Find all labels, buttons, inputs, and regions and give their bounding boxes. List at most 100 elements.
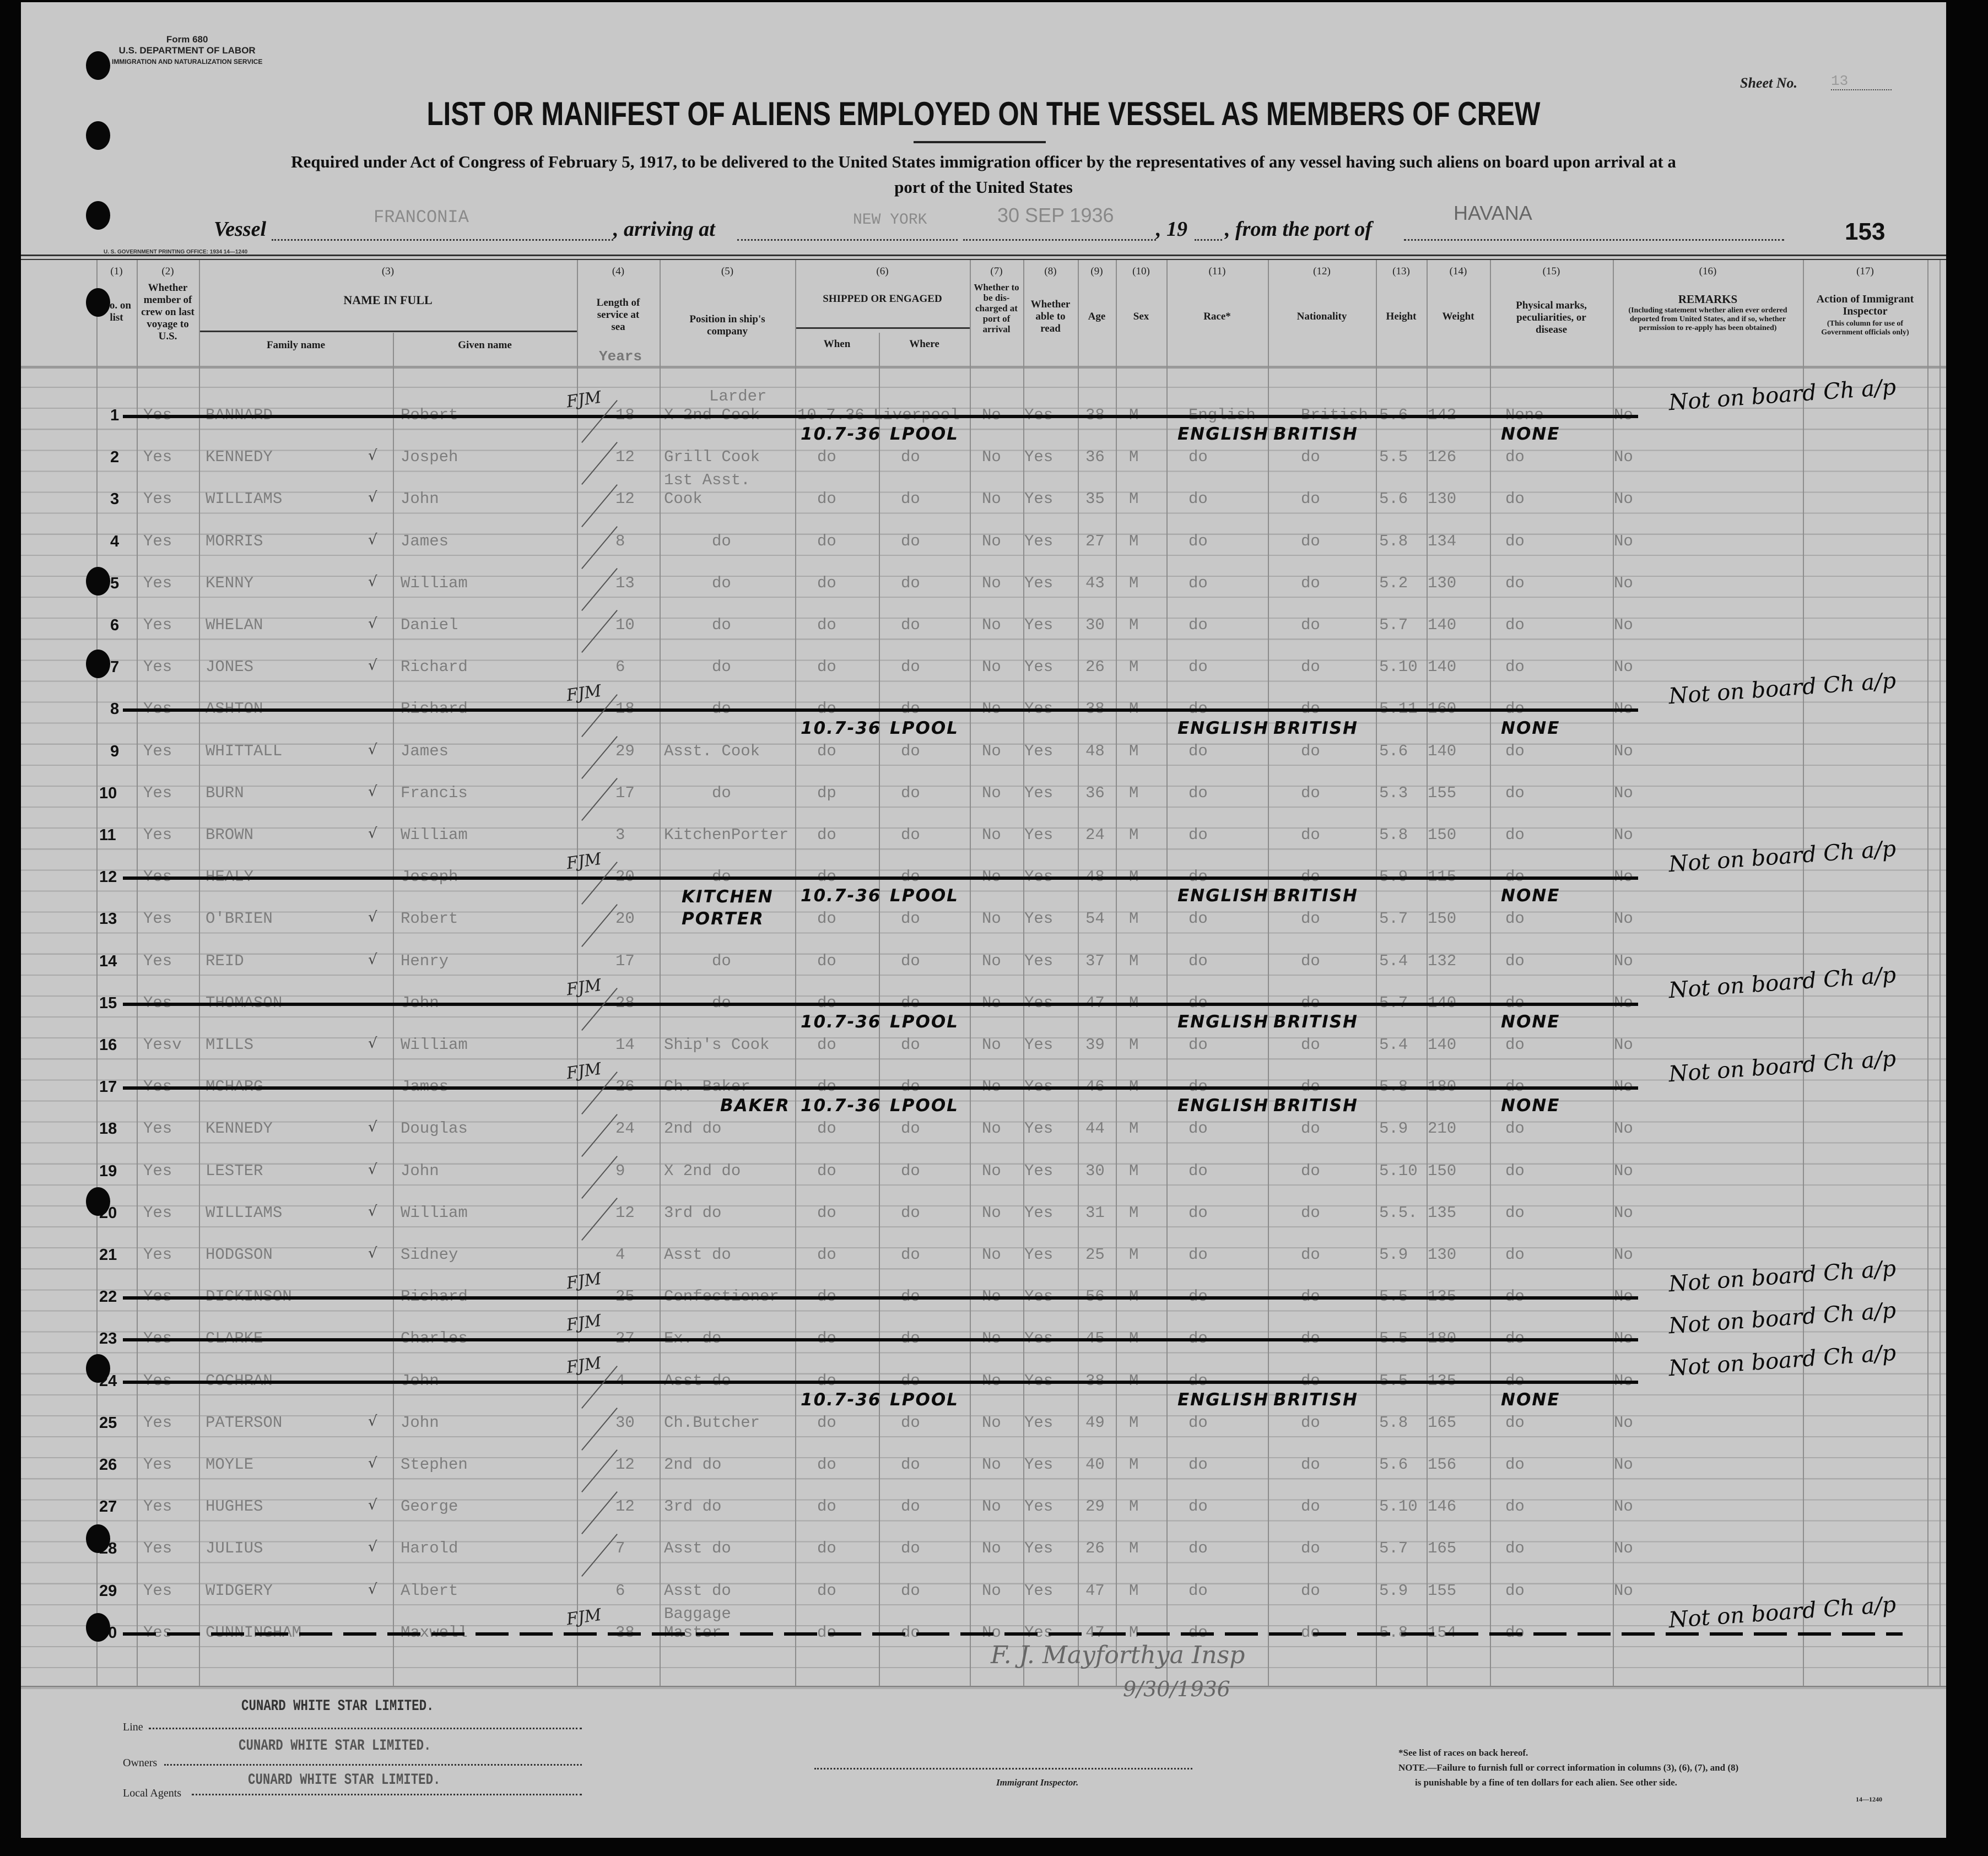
cell-sex: M: [1129, 1413, 1139, 1432]
header-race: Race*: [1203, 311, 1231, 322]
cell-family: MILLS: [206, 1036, 254, 1054]
cell-race: do: [1189, 1581, 1208, 1600]
cell-years: 9: [615, 1161, 625, 1180]
handwritten-where: LPOOL: [890, 718, 959, 738]
cell-height: 5.4: [1379, 1036, 1408, 1054]
cell-position: do: [712, 573, 731, 592]
cell-where: do: [901, 658, 920, 677]
column-number: (13): [1392, 266, 1410, 277]
cell-age: 30: [1085, 616, 1105, 634]
cell-where: do: [901, 490, 920, 508]
cell-age: 54: [1085, 910, 1105, 928]
cell-race: do: [1189, 1203, 1208, 1222]
cell-family: BURN: [206, 783, 244, 802]
check-mark: √: [368, 1497, 377, 1514]
column-rule: [1023, 260, 1024, 1687]
cell-family: MOYLE: [206, 1455, 254, 1474]
check-mark: √: [368, 573, 377, 590]
cell-weight: 165: [1428, 1539, 1457, 1558]
cell-years: 12: [615, 490, 635, 508]
service: IMMIGRATION AND NATURALIZATION SERVICE: [112, 58, 263, 66]
handwritten-where: LPOOL: [890, 424, 959, 445]
row-number: 9: [110, 742, 120, 760]
check-mark: √: [368, 1119, 377, 1136]
cell-marks: do: [1505, 1203, 1525, 1222]
cell-when: do: [817, 826, 836, 844]
cell-age: 35: [1085, 490, 1105, 508]
cell-years: 8: [615, 532, 625, 550]
cell-sex: M: [1129, 658, 1139, 677]
punch-hole: [86, 1524, 110, 1553]
column-rule: [1490, 260, 1491, 1687]
cell-weight: 140: [1428, 658, 1457, 677]
cell-given: Richard: [401, 658, 468, 677]
cell-when: do: [817, 1036, 836, 1054]
row-number: 11: [99, 826, 116, 844]
vessel-line: [272, 239, 613, 241]
header-remarks: REMARKS: [1678, 293, 1738, 306]
cell-height: 5.2: [1379, 573, 1408, 592]
cell-sex: M: [1129, 742, 1139, 760]
cell-marks: do: [1505, 448, 1525, 467]
cell-marks: do: [1505, 951, 1525, 970]
column-number: (9): [1090, 266, 1103, 277]
column-number: (6): [876, 266, 889, 277]
cell-marks: do: [1505, 573, 1525, 592]
column-rule: [1613, 260, 1614, 1687]
cell-given: James: [401, 742, 449, 760]
cell-read: Yes: [1024, 1413, 1054, 1432]
row-number: 19: [99, 1162, 117, 1180]
header-family-name: Family name: [266, 339, 326, 351]
cell-deported: No: [1614, 573, 1633, 592]
cell-deported: No: [1614, 1119, 1633, 1138]
cell-race: do: [1189, 573, 1208, 592]
from-port-label: , from the port of: [1225, 218, 1373, 241]
cell-deported: No: [1614, 1161, 1633, 1180]
column-rule: [1803, 260, 1804, 1687]
cell-family: WILLIAMS: [206, 490, 283, 508]
cell-read: Yes: [1024, 1036, 1054, 1054]
handwritten-nationality: BRITISH: [1273, 1012, 1358, 1032]
cell-prev: Yes: [143, 783, 172, 802]
departure-port: HAVANA: [1454, 202, 1532, 224]
arrival-port: NEW YORK: [853, 212, 927, 229]
cell-disch: No: [982, 1581, 1001, 1600]
cell-weight: 130: [1428, 490, 1457, 508]
cell-sex: M: [1129, 1203, 1139, 1222]
cell-disch: No: [982, 1161, 1001, 1180]
cell-where: do: [901, 742, 920, 760]
handwritten-marks: NONE: [1501, 424, 1560, 445]
cell-position: 3rd do: [664, 1203, 722, 1222]
cell-nat: do: [1301, 910, 1320, 928]
cell-nat: do: [1301, 658, 1320, 677]
cell-race: do: [1189, 1413, 1208, 1432]
cell-height: 5.4: [1379, 951, 1408, 970]
cell-years: 6: [615, 658, 625, 677]
cell-family: WHITTALL: [206, 742, 283, 760]
cell-when: do: [817, 490, 836, 508]
cell-nat: do: [1301, 616, 1320, 634]
cell-deported: No: [1614, 783, 1633, 802]
table-top-rule-2: [21, 259, 1946, 260]
handwritten-marks: NONE: [1501, 1389, 1560, 1410]
agents-rule: [192, 1794, 582, 1795]
cell-given: Douglas: [401, 1119, 468, 1138]
cell-read: Yes: [1024, 1119, 1054, 1138]
inspector-rule: [814, 1768, 1192, 1770]
cell-prev: Yes: [143, 1539, 172, 1558]
row-number: 15: [99, 994, 117, 1012]
cell-age: 44: [1085, 1119, 1105, 1138]
header-nationality: Nationality: [1296, 311, 1347, 322]
page-title: LIST OR MANIFEST OF ALIENS EMPLOYED ON T…: [426, 95, 1541, 132]
row-number: 5: [110, 574, 120, 592]
column-rule: [660, 260, 661, 1687]
cell-when: do: [817, 1539, 836, 1558]
cell-where: do: [901, 1581, 920, 1600]
cell-family: MORRIS: [206, 532, 263, 550]
cell-family: KENNEDY: [206, 1119, 273, 1138]
header-action-note: (This column for use of Government offic…: [1821, 320, 1909, 337]
cell-read: Yes: [1024, 658, 1054, 677]
cell-race: do: [1189, 658, 1208, 677]
cell-nat: do: [1301, 1455, 1320, 1474]
handwritten-when: 10.7-36: [801, 1096, 882, 1116]
